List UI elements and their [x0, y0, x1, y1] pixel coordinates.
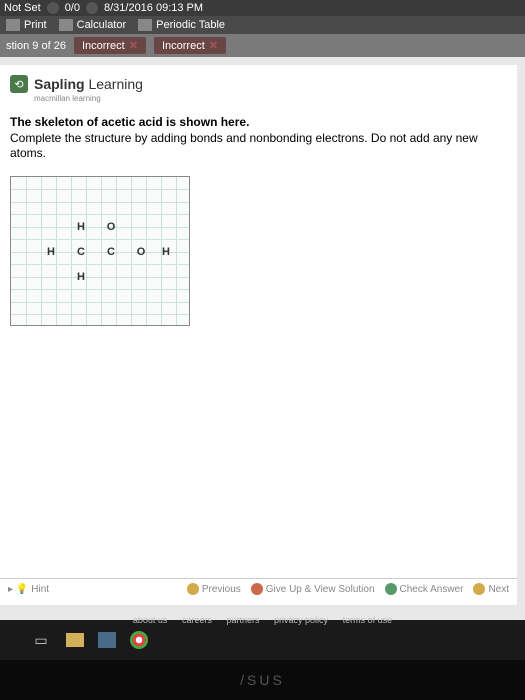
close-icon: ✕ — [209, 39, 218, 52]
footer-careers[interactable]: careers — [182, 615, 212, 625]
footer-partners[interactable]: partners — [226, 615, 259, 625]
laptop-brand: /SUS — [240, 672, 285, 688]
next-icon — [473, 583, 485, 595]
calculator-label: Calculator — [77, 19, 127, 31]
calculator-button[interactable]: Calculator — [59, 19, 127, 31]
laptop-bezel: /SUS — [0, 660, 525, 700]
print-label: Print — [24, 19, 47, 31]
status-text: Not Set — [4, 2, 41, 14]
giveup-icon — [251, 583, 263, 595]
toolbar: Print Calculator Periodic Table — [0, 16, 525, 34]
atom-O[interactable]: O — [107, 221, 116, 233]
content-area: ⟲ Sapling Learning macmillan learning Th… — [0, 65, 517, 605]
drawing-canvas[interactable]: H O H C C O H H — [10, 176, 190, 326]
periodic-label: Periodic Table — [156, 19, 225, 31]
footer-privacy[interactable]: privacy policy — [274, 615, 328, 625]
question-line2: Complete the structure by adding bonds a… — [10, 131, 478, 161]
question-line1: The skeleton of acetic acid is shown her… — [10, 115, 249, 129]
hint-label: Hint — [31, 584, 49, 595]
attempt-tab-2[interactable]: Incorrect ✕ — [154, 37, 226, 54]
brand-icon: ⟲ — [10, 75, 28, 93]
brand-name: Sapling Learning — [34, 76, 143, 92]
brand-header: ⟲ Sapling Learning — [10, 75, 507, 93]
atom-H[interactable]: H — [77, 221, 85, 233]
calculator-icon — [59, 19, 73, 31]
check-icon — [385, 583, 397, 595]
table-icon — [138, 19, 152, 31]
giveup-button[interactable]: Give Up & View Solution — [251, 583, 375, 595]
app-window: Not Set 0/0 8/31/2016 09:13 PM Print Cal… — [0, 0, 525, 620]
hint-button[interactable]: ▸ 💡 Hint — [8, 584, 49, 595]
print-button[interactable]: Print — [6, 19, 47, 31]
atom-C[interactable]: C — [107, 246, 115, 258]
attempt-2-label: Incorrect — [162, 40, 205, 52]
atom-H[interactable]: H — [77, 271, 85, 283]
bottom-nav: ▸ 💡 Hint Previous Give Up & View Solutio… — [0, 578, 517, 599]
print-icon — [6, 19, 20, 31]
footer-links: about us careers partners privacy policy… — [0, 605, 525, 635]
brand-bold: Sapling — [34, 76, 85, 92]
prev-label: Previous — [202, 584, 241, 595]
score-text: 0/0 — [65, 2, 80, 14]
attempt-1-label: Incorrect — [82, 40, 125, 52]
clock-icon — [86, 2, 98, 14]
datetime-text: 8/31/2016 09:13 PM — [104, 2, 203, 14]
footer-about[interactable]: about us — [133, 615, 168, 625]
atom-C[interactable]: C — [77, 246, 85, 258]
attempt-tab-1[interactable]: Incorrect ✕ — [74, 37, 146, 54]
status-bar: stion 9 of 26 Incorrect ✕ Incorrect ✕ — [0, 34, 525, 57]
previous-button[interactable]: Previous — [187, 583, 241, 595]
atom-H[interactable]: H — [47, 246, 55, 258]
check-label: Check Answer — [400, 584, 464, 595]
file-explorer-icon[interactable] — [66, 633, 84, 647]
hint-icon: ▸ 💡 — [8, 584, 28, 595]
next-button[interactable]: Next — [473, 583, 509, 595]
brand-light: Learning — [88, 76, 143, 92]
prev-icon — [187, 583, 199, 595]
footer-terms[interactable]: terms of use — [343, 615, 393, 625]
check-button[interactable]: Check Answer — [385, 583, 464, 595]
question-progress: stion 9 of 26 — [6, 40, 66, 52]
status-icon — [47, 2, 59, 14]
atom-O[interactable]: O — [137, 246, 146, 258]
giveup-label: Give Up & View Solution — [266, 584, 375, 595]
question-text: The skeleton of acetic acid is shown her… — [10, 115, 507, 162]
atom-H[interactable]: H — [162, 246, 170, 258]
title-bar: Not Set 0/0 8/31/2016 09:13 PM — [0, 0, 525, 16]
close-icon: ✕ — [129, 39, 138, 52]
brand-subtitle: macmillan learning — [34, 94, 507, 103]
next-label: Next — [488, 584, 509, 595]
periodic-table-button[interactable]: Periodic Table — [138, 19, 225, 31]
